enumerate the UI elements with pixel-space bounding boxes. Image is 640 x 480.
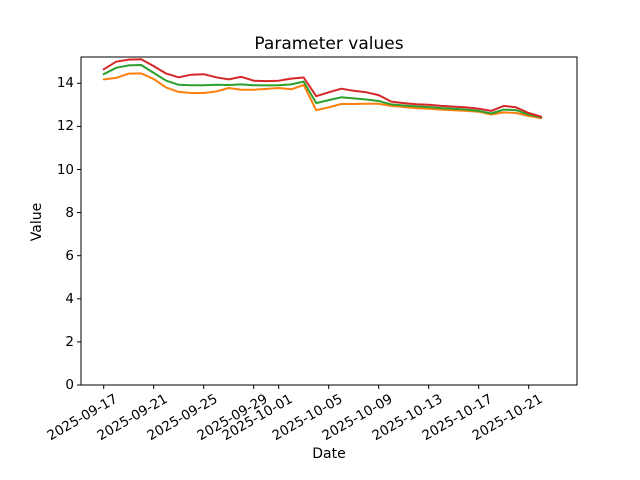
y-tick-label: 4 — [65, 291, 74, 307]
y-tick-label: 6 — [65, 248, 74, 264]
y-tick-label: 0 — [65, 377, 74, 393]
series-line-red — [102, 58, 543, 118]
y-tick-label: 2 — [65, 334, 74, 350]
y-tick-label: 12 — [56, 118, 74, 134]
x-axis-label: Date — [312, 446, 346, 462]
series-line-orange — [102, 72, 543, 120]
tick-marks — [77, 82, 530, 389]
series-line-green — [102, 64, 543, 119]
y-tick-label: 14 — [56, 75, 74, 91]
series-lines — [102, 58, 543, 120]
chart-title: Parameter values — [254, 34, 404, 54]
y-tick-label: 8 — [65, 205, 74, 221]
y-tick-label: 10 — [56, 162, 74, 178]
